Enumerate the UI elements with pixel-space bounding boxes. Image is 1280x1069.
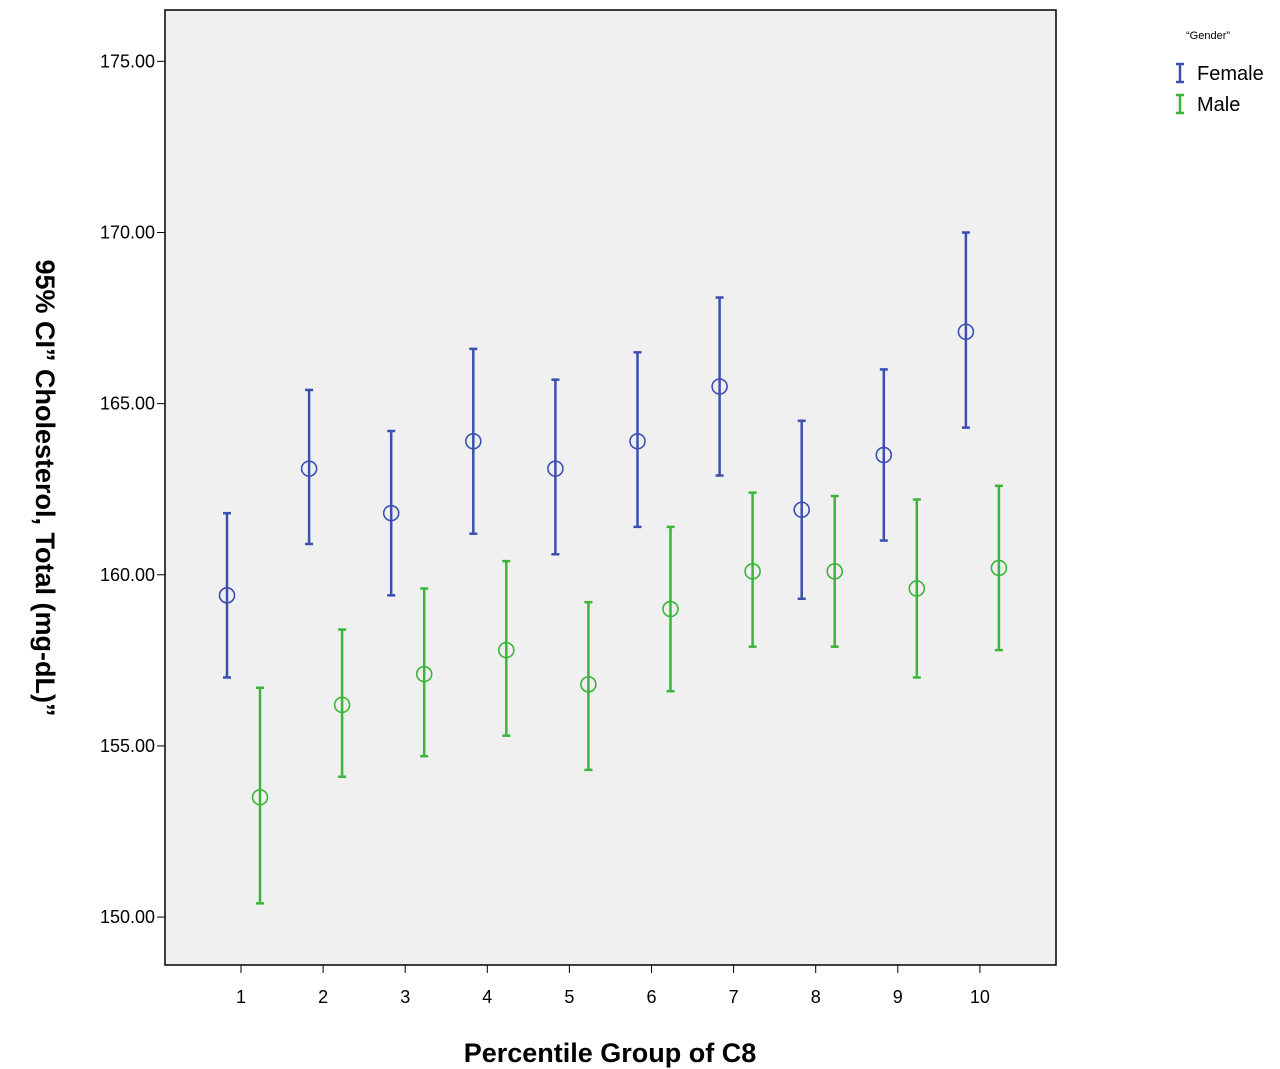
x-tick-label: 9	[893, 987, 903, 1007]
mean-marker	[415, 665, 433, 683]
mean-marker	[744, 563, 761, 580]
y-tick-label: 160.00	[100, 565, 155, 585]
mean-marker	[333, 696, 351, 714]
series-male	[251, 484, 1008, 905]
legend-item-female: Female	[1176, 62, 1264, 85]
mean-marker	[990, 559, 1008, 577]
y-tick-label: 170.00	[100, 222, 155, 242]
mean-marker	[382, 504, 400, 522]
legend-item-male: Male	[1176, 93, 1240, 116]
x-axis-title: Percentile Group of C8	[464, 1038, 757, 1068]
mean-marker	[497, 641, 515, 659]
series-layer	[218, 231, 1008, 905]
mean-marker	[908, 580, 926, 597]
x-tick-label: 6	[646, 987, 656, 1007]
y-axis: 150.00 155.00 160.00 165.00 170.00 175.00	[100, 51, 165, 927]
y-axis-title: 95% CI” Cholesterol, Total (mg-dL)”	[30, 259, 60, 716]
mean-marker	[793, 501, 811, 519]
y-tick-label: 175.00	[100, 51, 155, 71]
y-tick-label: 165.00	[100, 394, 155, 414]
series-female	[218, 231, 975, 679]
x-tick-label: 4	[482, 987, 492, 1007]
mean-marker	[218, 587, 236, 604]
mean-marker	[547, 460, 564, 477]
y-tick-label: 155.00	[100, 736, 155, 756]
legend-label: Female	[1197, 63, 1264, 85]
legend: “Gender” Female Male	[1176, 30, 1264, 116]
mean-marker	[629, 432, 646, 450]
mean-marker	[300, 460, 318, 477]
x-tick-label: 7	[729, 987, 739, 1007]
legend-title: “Gender”	[1186, 30, 1230, 42]
x-tick-label: 1	[236, 987, 246, 1007]
mean-marker	[464, 432, 482, 450]
mean-marker	[580, 676, 597, 693]
x-tick-label: 2	[318, 987, 328, 1007]
plot-area	[164, 9, 1057, 966]
legend-label: Male	[1197, 94, 1240, 116]
x-tick-label: 3	[400, 987, 410, 1007]
legend-items: Female Male	[1176, 62, 1264, 116]
mean-marker	[662, 600, 679, 618]
mean-marker	[957, 323, 975, 341]
mean-marker	[711, 378, 728, 395]
x-axis: 1 2 3 4 5 6 7 8 9 10	[236, 965, 990, 1007]
mean-marker	[251, 788, 269, 806]
x-tick-label: 8	[811, 987, 821, 1007]
y-tick-label: 150.00	[100, 907, 155, 927]
x-tick-label: 5	[564, 987, 574, 1007]
mean-marker	[826, 563, 844, 580]
mean-marker	[875, 446, 893, 464]
x-tick-label: 10	[970, 987, 990, 1007]
